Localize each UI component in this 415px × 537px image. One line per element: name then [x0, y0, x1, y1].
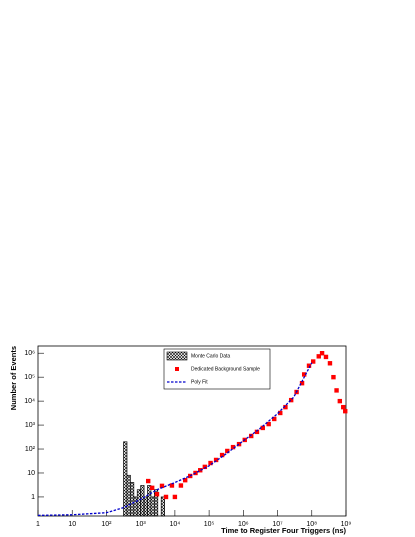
x-tick-label: 10³	[136, 521, 147, 528]
data-point	[283, 404, 288, 410]
data-point	[249, 433, 254, 439]
histogram-bar	[154, 489, 159, 517]
legend-label: Dedicated Background Sample	[191, 366, 260, 372]
histogram-bar	[160, 496, 165, 517]
data-point	[225, 448, 230, 454]
x-tick-label: 10⁹	[341, 521, 352, 528]
data-point	[266, 421, 271, 427]
histogram-bar	[150, 496, 155, 517]
plot-frame	[37, 345, 347, 517]
data-point	[278, 410, 283, 416]
fit-line	[37, 362, 313, 517]
x-tick-label: 10⁵	[204, 521, 215, 528]
x-tick-label: 1	[36, 521, 40, 528]
data-point	[236, 441, 242, 447]
legend-swatch	[175, 367, 179, 371]
data-point	[310, 359, 316, 364]
data-point	[334, 388, 339, 393]
data-point	[272, 416, 277, 422]
data-point	[288, 397, 294, 403]
data-point	[145, 478, 151, 484]
data-point	[341, 404, 346, 410]
x-tick-label: 10⁷	[272, 521, 283, 528]
histogram-bar	[130, 482, 135, 517]
y-tick-label: 10⁵	[24, 374, 35, 381]
data-point	[260, 425, 265, 431]
y-tick-label: 10⁴	[24, 398, 35, 405]
y-tick-label: 10²	[25, 446, 36, 453]
data-point	[306, 363, 312, 368]
legend-label: Poly Fit	[191, 379, 208, 385]
data-point	[301, 372, 307, 377]
legend-label: Monte Carlo Data	[191, 353, 230, 359]
x-axis-title: Time to Register Four Triggers (ns)	[221, 526, 346, 535]
histogram-bar	[143, 496, 148, 517]
data-point	[172, 494, 178, 500]
data-point	[337, 398, 343, 404]
data-point	[219, 452, 225, 458]
data-point	[254, 429, 260, 435]
legend-swatch	[166, 351, 188, 361]
histogram-bar	[123, 441, 128, 517]
data-point	[154, 492, 160, 497]
data-point	[208, 460, 213, 466]
y-tick-label: 10	[27, 470, 35, 477]
data-point	[319, 351, 325, 356]
histogram-bar	[136, 489, 142, 517]
data-point	[163, 494, 169, 500]
x-tick-label: 10²	[101, 521, 112, 528]
data-point	[299, 380, 305, 386]
data-point	[331, 374, 336, 380]
data-point	[169, 483, 175, 488]
data-point	[316, 354, 321, 359]
x-tick-label: 10	[68, 521, 76, 528]
data-point	[230, 444, 236, 450]
histogram-bar	[140, 485, 145, 517]
x-tick-label: 10⁸	[306, 521, 317, 528]
y-tick-label: 1	[31, 494, 35, 501]
data-point	[198, 468, 203, 473]
histogram-bar	[133, 496, 138, 517]
data-point	[343, 408, 348, 414]
data-point	[149, 485, 155, 491]
histogram-bar	[126, 474, 131, 517]
data-point	[213, 457, 219, 463]
data-point	[323, 354, 329, 360]
y-tick-label: 10⁶	[24, 350, 35, 357]
histogram-bar	[147, 485, 152, 517]
data-point	[202, 464, 208, 470]
x-tick-label: 10⁶	[238, 521, 249, 528]
x-tick-label: 10⁴	[169, 521, 180, 528]
y-tick-label: 10³	[25, 422, 36, 429]
data-point	[178, 483, 184, 488]
y-axis-title: Number of Events	[9, 346, 18, 410]
data-point	[327, 361, 333, 366]
data-point	[159, 483, 165, 489]
legend: Monte Carlo Data Dedicated Background Sam…	[163, 348, 271, 390]
data-point	[182, 477, 188, 483]
